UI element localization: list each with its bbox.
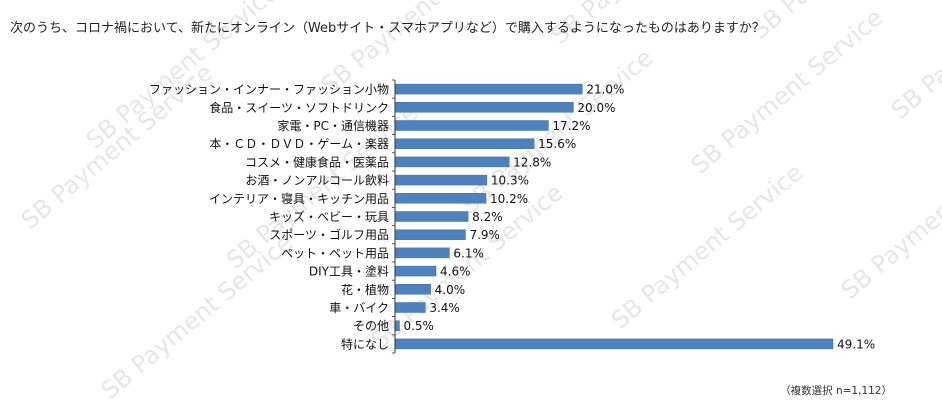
data-label: 7.9% (469, 228, 500, 242)
data-label: 8.2% (472, 210, 503, 224)
bar (394, 83, 583, 95)
bar (394, 211, 469, 222)
category-label: スポーツ・ゴルフ用品 (269, 227, 389, 242)
category-label: DIY工具・塗料 (309, 264, 389, 279)
category-label: 家電・PC・通信機器 (277, 118, 389, 133)
bar (394, 229, 466, 240)
category-label: 本・ＣＤ・ＤＶＤ・ゲーム・楽器 (209, 137, 389, 151)
data-label: 6.1% (453, 246, 484, 260)
data-label: 21.0% (586, 83, 624, 97)
category-label: ファッション・インナー・ファッション小物 (149, 83, 389, 97)
data-label: 12.8% (513, 155, 551, 169)
data-label: 4.6% (440, 265, 471, 279)
data-label: 10.2% (490, 192, 528, 206)
category-label: 車・バイク (329, 301, 389, 315)
bar (394, 320, 400, 331)
bar (394, 120, 549, 131)
bar (394, 247, 450, 259)
category-label: その他 (353, 319, 389, 333)
chart-note: （複数選択 n=1,112） (780, 385, 892, 397)
category-label: ペット・ペット用品 (281, 246, 389, 260)
data-label: 0.5% (403, 319, 434, 333)
category-label: 食品・スイーツ・ソフトドリンク (209, 100, 389, 115)
bar (394, 102, 574, 113)
data-label: 10.3% (491, 174, 529, 188)
data-label: 4.0% (435, 283, 466, 297)
category-label: 特になし (341, 336, 389, 351)
bar (394, 138, 535, 149)
bar (394, 156, 510, 168)
bar (394, 338, 834, 350)
data-label: 17.2% (552, 119, 590, 133)
category-label: 花・植物 (341, 282, 389, 297)
bar (394, 265, 437, 277)
bar (394, 302, 426, 313)
bar (394, 174, 488, 186)
data-label: 15.6% (538, 137, 576, 151)
category-label: コスメ・健康食品・医薬品 (245, 154, 389, 169)
category-label: インテリア・寝具・キッチン用品 (209, 191, 389, 206)
bar (394, 193, 487, 204)
category-label: お酒・ノンアルコール飲料 (245, 173, 389, 188)
bar (394, 284, 431, 295)
data-label: 3.4% (429, 301, 460, 315)
category-label: キッズ・ベビー・玩具 (269, 209, 389, 224)
data-label: 20.0% (577, 101, 615, 115)
data-label: 49.1% (837, 337, 875, 351)
chart-title: 次のうち、コロナ禍において、新たにオンライン（Webサイト・スマホアプリなど）で… (10, 21, 765, 36)
